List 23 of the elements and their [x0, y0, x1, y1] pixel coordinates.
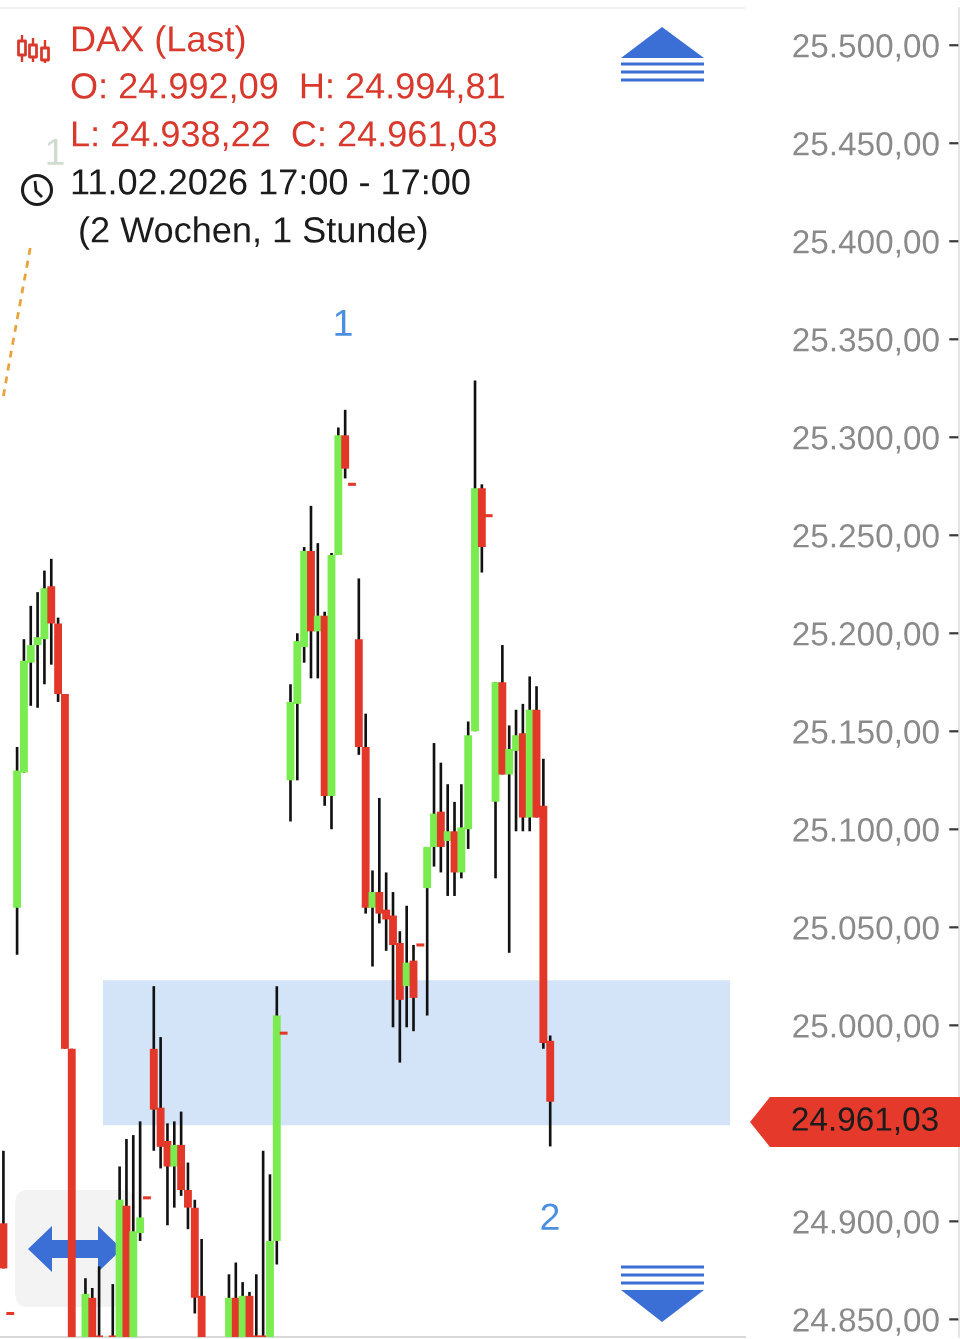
y-tick-label: 25.400,00: [793, 230, 939, 258]
y-tick-label: 25.350,00: [793, 328, 939, 356]
y-tick-label: 25.150,00: [793, 720, 939, 748]
candlestick: [107, 1282, 117, 1337]
annotation: 11.02.2026 17:00 - 17:00: [72, 169, 470, 195]
y-tick-label: 25.450,00: [793, 132, 939, 160]
y-tick-label: 25.050,00: [793, 916, 939, 944]
y-tick-label: 24.900,00: [793, 1210, 939, 1238]
y-tick-label: 25.100,00: [793, 818, 939, 846]
annotation: 2: [541, 1203, 559, 1230]
y-tick-label: 25.250,00: [793, 524, 939, 552]
y-tick-label: 25.500,00: [793, 34, 939, 62]
chart-title: DAX (Last): [72, 25, 245, 59]
annotation: O: 24.992,09 H: 24.994,81: [71, 73, 504, 103]
y-tick-label: 25.200,00: [793, 622, 939, 650]
y-tick-label: 24.850,00: [793, 1308, 939, 1336]
annotation: L: 24.938,22 C: 24.961,03: [72, 121, 497, 151]
text: 24.961,03: [792, 1107, 938, 1135]
y-tick-label: 25.300,00: [793, 426, 939, 454]
annotation: 1: [335, 309, 352, 336]
candlestick: [443, 782, 452, 898]
annotation: (2 Wochen, 1 Stunde): [80, 216, 427, 250]
y-tick-label: 25.000,00: [793, 1014, 939, 1042]
